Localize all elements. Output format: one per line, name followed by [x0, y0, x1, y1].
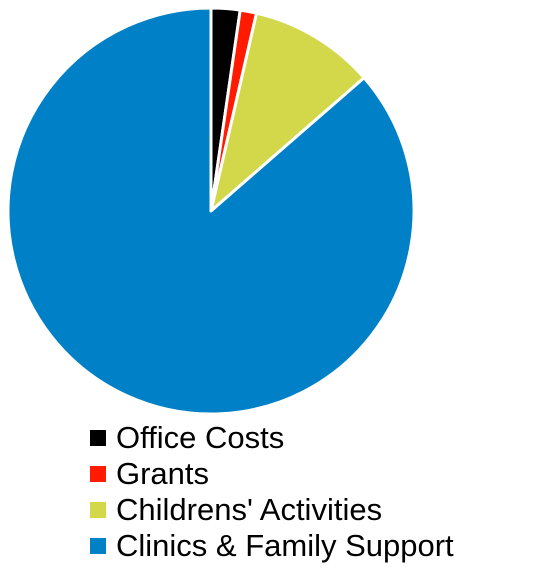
- legend-swatch-clinics-family-support: [90, 538, 106, 554]
- legend-swatch-office-costs: [90, 430, 106, 446]
- legend-item-clinics-family-support: Clinics & Family Support: [90, 528, 454, 564]
- pie-plot-area: [6, 6, 416, 416]
- legend-label-clinics-family-support: Clinics & Family Support: [116, 528, 454, 563]
- legend-label-grants: Grants: [116, 456, 210, 491]
- legend-label-childrens-activities: Childrens' Activities: [116, 492, 383, 527]
- pie-slice-childrens-activities: [209, 11, 366, 213]
- legend-swatch-childrens-activities: [90, 502, 106, 518]
- legend-item-childrens-activities: Childrens' Activities: [90, 492, 454, 528]
- legend-item-office-costs: Office Costs: [90, 420, 454, 456]
- legend-swatch-grants: [90, 466, 106, 482]
- chart-legend: Office Costs Grants Childrens' Activitie…: [90, 420, 454, 564]
- legend-item-grants: Grants: [90, 456, 454, 492]
- legend-label-office-costs: Office Costs: [116, 420, 285, 455]
- pie-slice-clinics-family-support: [6, 6, 416, 416]
